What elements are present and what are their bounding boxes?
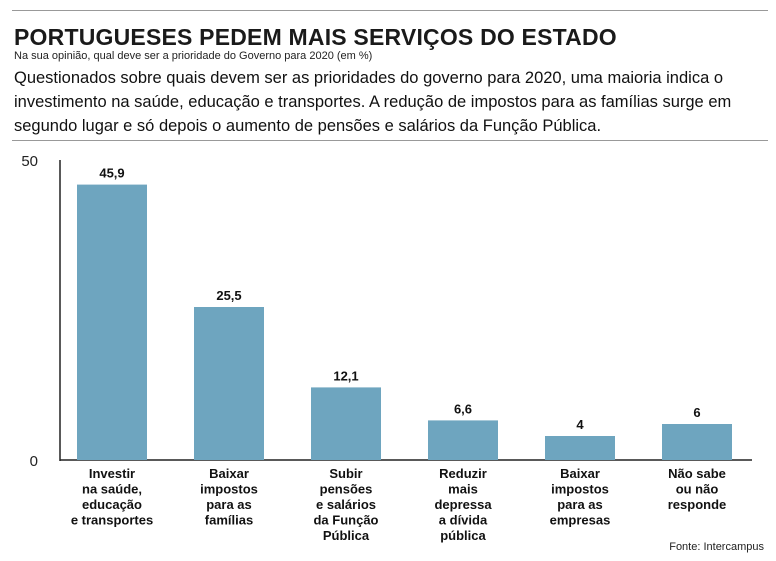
category-label-line: Baixar xyxy=(560,466,600,481)
category-label-line: e transportes xyxy=(71,513,153,528)
category-label-line: Baixar xyxy=(209,466,249,481)
category-label-line: Reduzir xyxy=(439,466,487,481)
category-label-line: responde xyxy=(668,497,727,512)
category-label-line: mais xyxy=(448,482,478,497)
category-label-line: impostos xyxy=(551,482,609,497)
category-label-line: educação xyxy=(82,497,142,512)
bar xyxy=(662,424,732,460)
category-label: Investir na saúde, educação e transportes xyxy=(71,466,153,528)
chart-lede: Questionados sobre quais devem ser as pr… xyxy=(14,69,732,135)
section-rule xyxy=(12,140,768,141)
category-label-line: a dívida xyxy=(439,513,488,528)
category-label-line: depressa xyxy=(434,497,492,512)
category-label-line: ou não xyxy=(676,482,719,497)
category-label-line: Subir xyxy=(329,466,362,481)
category-label-line: Pública xyxy=(323,528,370,543)
category-label: Subir pensões e salários da Função Pública xyxy=(313,466,378,543)
category-label-line: Investir xyxy=(89,466,135,481)
data-label: 12,1 xyxy=(333,368,358,383)
category-label-line: impostos xyxy=(200,482,258,497)
top-rule xyxy=(12,10,768,11)
category-label-line: pública xyxy=(440,528,486,543)
y-tick-label: 0 xyxy=(30,453,38,470)
chart-subtitle: Na sua opinião, qual deve ser a priorida… xyxy=(14,50,373,62)
bar xyxy=(428,420,498,460)
category-label: Baixar impostos para as empresas xyxy=(550,466,611,528)
category-label-line: empresas xyxy=(550,513,611,528)
category-label-line: da Função xyxy=(313,513,378,528)
data-label: 25,5 xyxy=(216,288,241,303)
data-label: 45,9 xyxy=(99,166,124,181)
category-label: Reduzir mais depressa a dívida pública xyxy=(434,466,492,543)
category-label: Não sabe ou não responde xyxy=(668,466,727,512)
y-tick-label: 50 xyxy=(21,153,38,170)
bar xyxy=(545,436,615,460)
category-label: Baixar impostos para as famílias xyxy=(200,466,258,528)
data-label: 6 xyxy=(693,405,700,420)
data-label: 6,6 xyxy=(454,401,472,416)
bar xyxy=(194,307,264,460)
category-label-line: pensões xyxy=(320,482,373,497)
category-label-line: e salários xyxy=(316,497,376,512)
category-label-line: famílias xyxy=(205,513,253,528)
category-label-line: Não sabe xyxy=(668,466,726,481)
bar xyxy=(311,387,381,460)
data-label: 4 xyxy=(576,417,584,432)
category-label-line: para as xyxy=(206,497,252,512)
bar xyxy=(77,184,147,460)
chart-title: PORTUGUESES PEDEM MAIS SERVIÇOS DO ESTAD… xyxy=(14,24,617,50)
category-label-line: para as xyxy=(557,497,603,512)
source-note: Fonte: Intercampus xyxy=(669,541,764,553)
category-label-line: na saúde, xyxy=(82,482,142,497)
